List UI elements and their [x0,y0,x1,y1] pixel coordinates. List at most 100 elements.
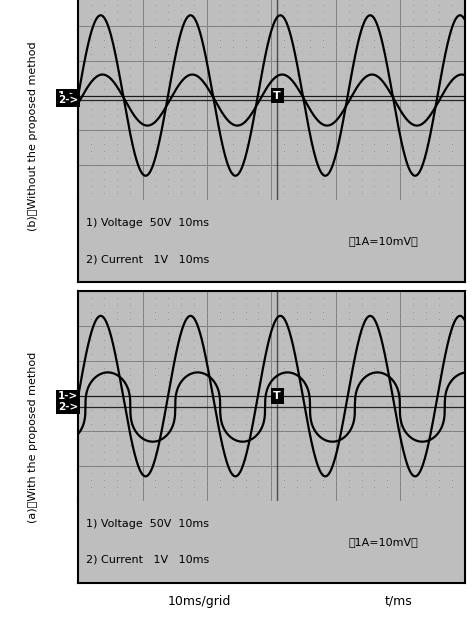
Point [319,188,327,198]
Point [332,328,339,338]
Point [100,181,108,191]
Point [190,83,198,93]
Point [371,482,378,492]
Point [332,112,339,121]
Point [448,349,456,359]
Point [177,384,185,394]
Point [242,447,249,457]
Point [139,489,146,499]
Point [461,489,468,499]
Point [383,363,391,373]
Point [100,475,108,485]
Point [139,98,146,108]
Point [242,105,249,115]
Point [152,475,159,485]
Point [113,482,120,492]
Point [358,35,365,45]
Point [461,7,468,17]
Point [229,98,237,108]
Point [87,287,95,297]
Point [319,42,327,52]
Point [281,125,288,135]
Point [422,83,429,93]
Point [358,112,365,121]
Point [409,370,417,380]
Point [229,133,237,143]
Point [396,83,404,93]
Point [409,349,417,359]
Point [448,426,456,436]
Point [293,181,301,191]
Point [164,90,172,100]
Point [267,168,275,178]
Point [203,454,211,464]
Point [306,174,314,184]
Point [229,112,237,121]
Point [255,181,262,191]
Point [396,454,404,464]
Point [216,35,224,45]
Point [422,168,429,178]
Point [448,328,456,338]
Point [383,370,391,380]
Point [216,70,224,80]
Point [371,342,378,352]
Point [409,98,417,108]
Point [255,307,262,317]
Point [74,405,82,415]
Point [74,391,82,401]
Point [216,496,224,506]
Point [409,49,417,59]
Point [100,370,108,380]
Point [113,196,120,206]
Point [396,70,404,80]
Point [396,181,404,191]
Point [87,153,95,163]
Point [409,77,417,87]
Point [409,27,417,37]
Point [177,49,185,59]
Point [87,328,95,338]
Point [139,356,146,366]
Point [345,314,352,324]
Point [422,489,429,499]
Point [74,398,82,408]
Point [448,300,456,310]
Point [100,433,108,443]
Point [267,321,275,331]
Point [422,0,429,2]
Point [319,293,327,303]
Point [371,188,378,198]
Point [190,188,198,198]
Point [293,412,301,422]
Point [267,314,275,324]
Point [371,7,378,17]
Point [409,21,417,31]
Point [383,21,391,31]
Point [203,475,211,485]
Point [371,174,378,184]
Point [358,140,365,150]
Point [293,307,301,317]
Point [281,314,288,324]
Point [461,14,468,24]
Point [396,377,404,387]
Point [126,153,134,163]
Point [139,118,146,128]
Point [396,98,404,108]
Point [229,70,237,80]
Point [203,433,211,443]
Point [113,370,120,380]
Point [216,356,224,366]
Point [139,440,146,450]
Point [216,14,224,24]
Point [190,342,198,352]
Point [383,314,391,324]
Point [113,307,120,317]
Point [177,314,185,324]
Point [293,118,301,128]
Point [216,384,224,394]
Point [113,133,120,143]
Point [100,146,108,156]
Point [113,55,120,65]
